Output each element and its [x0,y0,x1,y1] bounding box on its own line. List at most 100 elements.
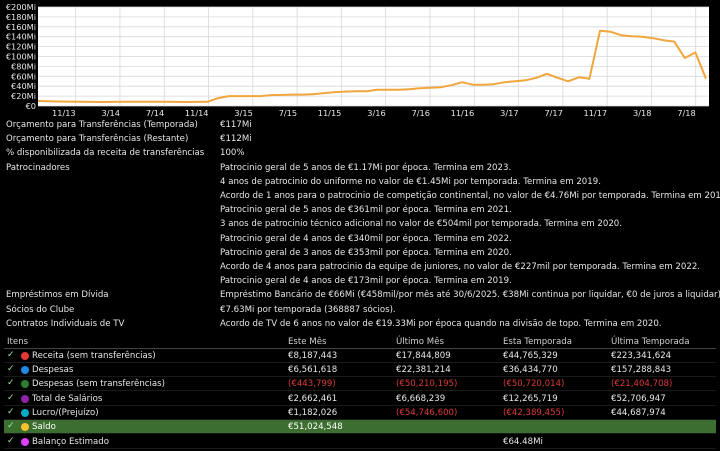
column-header[interactable]: Último Mês [396,336,444,347]
finance-value: €12,265,719 [503,393,558,404]
info-value: €117Mi [220,120,252,130]
checkbox-check-icon[interactable]: ✓ [7,421,15,432]
y-tick-label: €140Mi [6,32,36,42]
x-tick-label: 7/15 [279,108,297,118]
budget-row: Orçamento para Transferências (Restante)… [6,133,714,147]
column-header[interactable]: Itens [7,336,29,347]
y-tick-label: €120Mi [6,42,36,52]
series-color-dot-icon [21,423,29,432]
finance-item-label: Lucro/(Prejuízo) [32,408,99,418]
x-tick-label: 3/14 [102,108,120,118]
y-tick-label: €100Mi [6,52,36,62]
finance-value: €52,706,947 [611,393,666,404]
finance-row[interactable]: ✓ Lucro/(Prejuízo) €1,182,026 (€54,746,600)… [4,406,716,420]
balance-chart: €200Mi€180Mi€160Mi€140Mi€120Mi€100Mi€80M… [6,2,709,118]
column-header[interactable]: Última Temporada [611,336,690,347]
info-value: Patrocinio geral de 3 anos de €353mil po… [220,247,512,258]
finance-value: €36,434,770 [503,365,558,376]
x-tick-label: 11/14 [185,108,209,118]
column-header[interactable]: Este Mês [288,336,327,347]
balance-line [37,29,707,103]
finance-value: €6,668,239 [396,393,446,404]
y-tick-label: €200Mi [6,2,36,12]
y-tick-label: €20Mi [11,91,36,101]
sponsor-row: 4 anos de patrocinio do uniforme no valo… [6,176,714,190]
x-tick-label: 11/16 [451,108,475,118]
checkbox-check-icon[interactable]: ✓ [7,364,15,375]
finance-item-label: Total de Salários [32,393,103,404]
info-value: Patrocinio geral de 4 anos de €340mil po… [220,233,512,244]
y-tick-label: €80Mi [11,61,36,71]
info-value: 4 anos de patrocinio do uniforme no valo… [220,176,601,187]
info-value: €112Mi [220,134,252,145]
x-tick-label: 11/13 [52,108,76,118]
series-color-dot-icon [21,394,29,403]
finance-value: (€50,720,014) [503,379,565,390]
info-value: Acordo de 4 anos para patrocinio da equi… [220,262,701,272]
finance-value: €1,182,026 [288,408,338,418]
y-tick-label: €160Mi [6,22,36,32]
info-value: Acordo de TV de 6 anos no valor de €19.3… [220,318,662,329]
finance-value: €44,687,974 [611,408,666,418]
finance-value: €64.48Mi [503,436,543,447]
sponsor-row: Patrocinio geral de 4 anos de €340mil po… [6,233,714,247]
x-tick-label: 7/16 [412,108,430,118]
checkbox-check-icon[interactable]: ✓ [7,349,15,360]
series-color-dot-icon [21,409,29,417]
info-label: Sócios do Clube [6,304,75,315]
finance-value: €17,844,809 [396,350,451,361]
finance-row[interactable]: ✓ Saldo €51,024,548 [4,420,716,435]
finance-value: €51,024,548 [288,422,343,433]
y-tick-label: €180Mi [6,12,36,22]
finance-item-label: Receita (sem transferências) [32,350,156,361]
x-tick-label: 3/15 [234,108,252,118]
info-label: Orçamento para Transferências (Restante) [6,134,189,145]
x-tick-label: 7/17 [544,108,562,118]
finance-row[interactable]: ✓ Total de Salários €2,662,461 €6,668,239 €1… [4,392,716,406]
info-label: % disponibilizada da receita de transfer… [6,148,205,159]
y-tick-label: €0 [26,101,36,111]
finance-item-label: Despesas [32,365,74,376]
finance-value: €157,288,843 [611,365,672,376]
series-color-dot-icon [21,351,29,360]
sponsor-row: Patrocinio geral de 4 anos de €173mil po… [6,275,714,289]
sponsor-row: Patrocinio geral de 5 anos de €361mil po… [6,204,714,218]
info-row: Contratos Individuais de TV Acordo de TV … [6,318,714,332]
info-row: Sócios do Clube €7.63Mi por temporada (36… [6,304,714,318]
info-label: Orçamento para Transferências (Temporada… [6,120,198,130]
checkbox-check-icon[interactable]: ✓ [7,392,15,403]
checkbox-check-icon[interactable]: ✓ [7,435,15,446]
x-tick-label: 7/18 [677,108,695,118]
finance-value: €223,341,624 [611,350,672,361]
finance-row[interactable]: ✓ Despesas (sem transferências) (€443,799)… [4,377,716,392]
finance-value: €2,662,461 [288,393,338,404]
y-tick-label: €40Mi [11,81,36,91]
x-tick-label: 11/15 [318,108,342,118]
checkbox-check-icon[interactable]: ✓ [7,378,15,389]
column-header[interactable]: Esta Temporada [503,336,572,347]
y-tick-label: €60Mi [11,71,36,81]
series-color-dot-icon [21,380,29,389]
sponsor-row: Patrocinio geral de 3 anos de €353mil po… [6,247,714,261]
finance-row[interactable]: ✓ Despesas €6,561,618 €22,381,214 €36,434,77… [4,363,716,378]
budget-row: % disponibilizada da receita de transfer… [6,147,714,161]
finance-row[interactable]: ✓ Receita (sem transferências) €8,187,443 €… [4,349,716,363]
series-color-dot-icon [21,437,29,446]
checkbox-check-icon[interactable]: ✓ [7,407,15,417]
info-value: Acordo de 1 anos para o patrocinio de co… [220,191,720,201]
x-tick-label: 3/18 [633,108,651,118]
info-value: Patrocinio geral de 5 anos de €361mil po… [220,205,512,216]
info-label: Patrocinadores [6,162,70,173]
info-value: 100% [220,148,245,159]
finance-row[interactable]: ✓ Balanço Estimado €64.48Mi [4,435,716,449]
finance-value: (€21,404,708) [611,379,673,390]
sponsor-row: Acordo de 1 anos para o patrocinio de co… [6,190,720,204]
finance-value: €44,765,329 [503,350,558,361]
info-value: €7.63Mi por temporada (368887 sócios). [220,304,396,315]
sponsor-row: Acordo de 4 anos para patrocinio da equi… [6,261,714,275]
x-tick-label: 3/16 [367,108,385,118]
finance-item-label: Saldo [32,422,56,433]
finance-value: €6,561,618 [288,365,338,376]
sponsor-row: Patrocinadores Patrocinio geral de 5 anos… [6,162,714,176]
